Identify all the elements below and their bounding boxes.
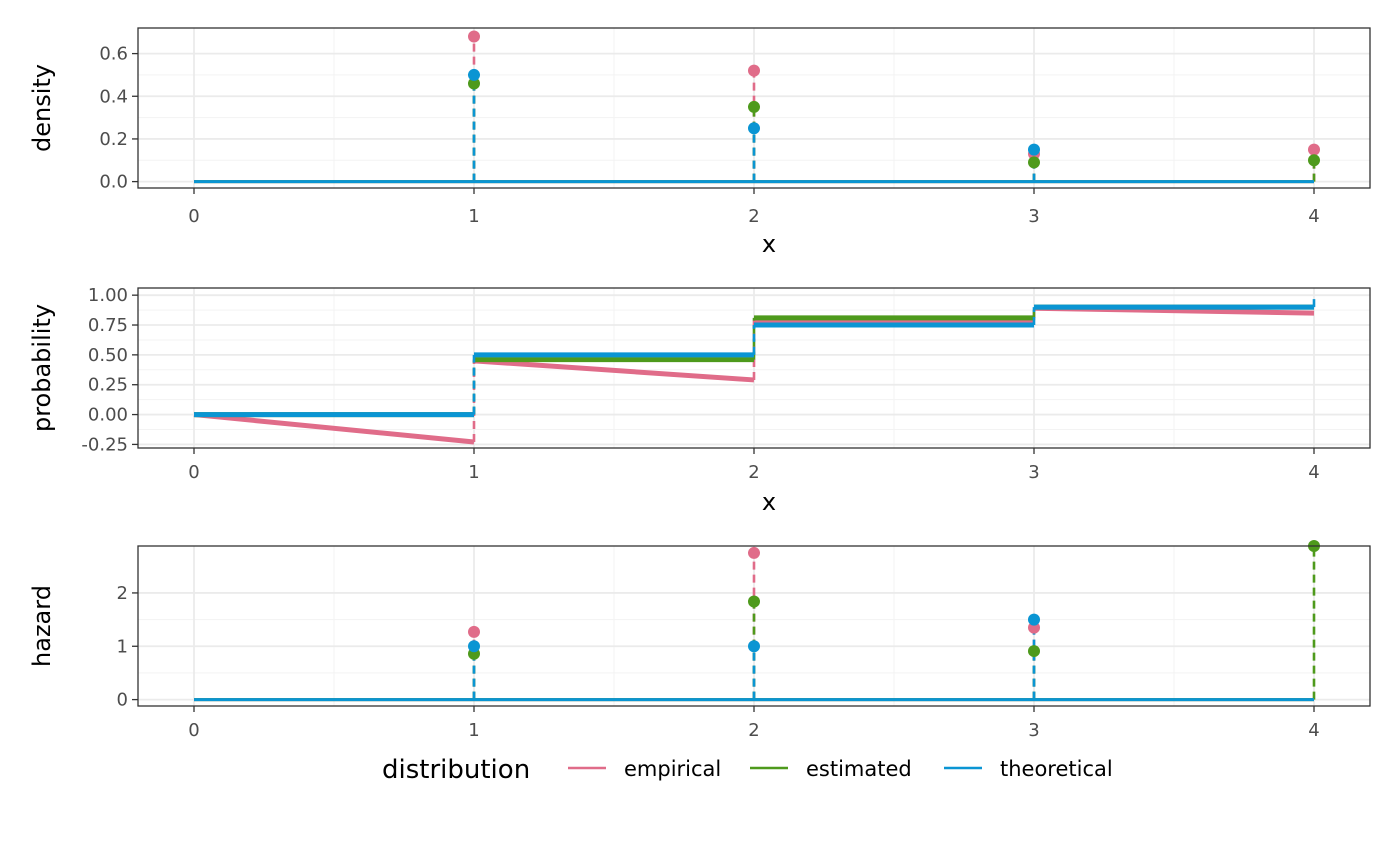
y-tick-label: 0.50 [88,345,128,366]
x-tick-label: 3 [1028,720,1039,741]
estimated-point [1308,154,1320,167]
empirical-point [468,30,480,43]
y-tick-label: 2 [117,583,128,604]
data-layer [194,540,1320,702]
x-tick-label: 3 [1028,206,1039,227]
y-tick-label: 0.6 [99,44,128,65]
x-tick-label: 2 [748,462,759,483]
legend-label-estimated: estimated [806,757,912,781]
x-tick-label: 0 [188,462,199,483]
y-tick-label: 1 [117,636,128,657]
y-tick-label: 0.0 [99,172,128,193]
empirical-point [1308,143,1320,156]
y-tick-label: 0 [117,690,128,711]
estimated-point [1028,645,1040,658]
x-axis-title: x [762,230,776,258]
x-tick-label: 0 [188,206,199,227]
estimated-point [468,77,480,90]
legend-label-empirical: empirical [624,757,721,781]
panel-probability: 0 1 2 3 4 -0.25 0.00 0.25 0.50 0.75 1.00 x probabili… [28,285,1371,516]
x-tick-label: 3 [1028,462,1039,483]
x-tick-label: 1 [468,206,479,227]
empirical-point [748,64,760,77]
legend-entry-theoretical: theoretical [944,757,1113,781]
x-tick-label: 2 [748,720,759,741]
data-layer [193,295,1316,445]
y-tick-label: -0.25 [81,434,128,455]
legend-entry-estimated: estimated [750,757,912,781]
y-tick-label: 0.4 [99,86,128,107]
panel-hazard: 0 1 2 3 4 0 1 2 hazard [28,540,1371,741]
x-tick-label: 1 [468,462,479,483]
empirical-step-segment [473,358,755,383]
x-axis-title: x [762,488,776,516]
x-tick-label: 0 [188,720,199,741]
legend-entry-empirical: empirical [568,757,721,781]
y-tick-label: 0.75 [88,315,128,336]
empirical-point [468,625,480,638]
x-tick-label: 1 [468,720,479,741]
data-layer [194,30,1320,184]
empirical-step-segment [193,412,475,445]
theoretical-point [1028,613,1040,626]
y-axis-title: hazard [28,585,56,667]
y-tick-label: 1.00 [88,285,128,306]
y-tick-label: 0.00 [88,405,128,426]
estimated-point [748,595,760,608]
y-axis-title: probability [28,304,56,432]
theoretical-point [468,68,480,81]
estimated-point [748,100,760,113]
theoretical-point [468,640,480,653]
legend-title: distribution [382,755,530,785]
empirical-point [748,546,760,559]
x-tick-label: 4 [1308,462,1319,483]
theoretical-point [748,122,760,135]
legend: distribution empirical estimated theoretic… [382,755,1113,785]
x-tick-label: 2 [748,206,759,227]
estimated-point [1028,156,1040,169]
theoretical-point [748,640,760,653]
x-tick-label: 4 [1308,206,1319,227]
legend-label-theoretical: theoretical [1000,757,1113,781]
y-tick-label: 0.2 [99,129,128,150]
panel-density: 0 1 2 3 4 0.0 0.2 0.4 0.6 x density [28,27,1371,258]
y-tick-label: 0.25 [88,375,128,396]
theoretical-point [1028,143,1040,156]
y-axis-title: density [28,64,56,152]
x-tick-label: 4 [1308,720,1319,741]
